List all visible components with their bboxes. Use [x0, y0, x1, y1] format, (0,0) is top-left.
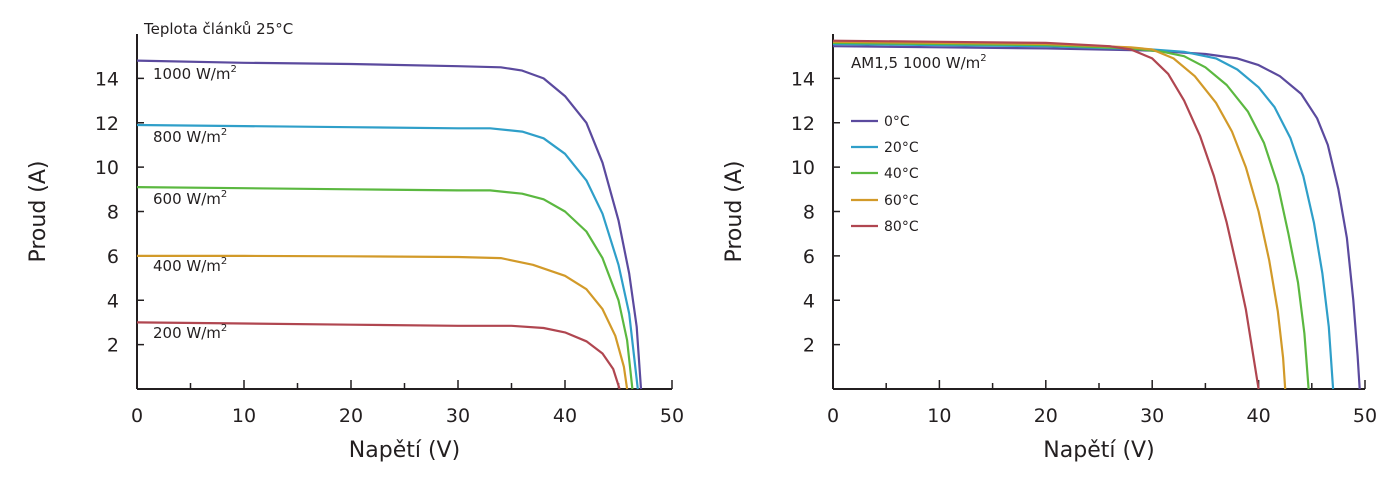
irradiance-label-1-text: 800 W/m	[153, 128, 221, 146]
irradiance-label-3-superscript: 2	[221, 256, 227, 267]
series-line-2	[136, 186, 634, 390]
y-axis-title: Proud (A)	[722, 160, 747, 262]
irradiance-label-4: 200 W/m2	[153, 323, 227, 342]
x-tick-label: 0	[131, 405, 143, 427]
legend-label: 80°C	[884, 219, 919, 235]
y-tick-label: 2	[107, 335, 119, 357]
y-tick-label: 4	[803, 290, 815, 312]
y-axis-title: Proud (A)	[26, 160, 51, 262]
x-tick-label: 40	[553, 405, 577, 427]
legend-label: 20°C	[884, 140, 919, 156]
legend-item-1: 20°C	[851, 140, 919, 156]
y-tick-label: 14	[95, 68, 119, 90]
legend-item-2: 40°C	[851, 166, 919, 182]
chart-irradiance: 0 10 20 30 40 50 2 4 6 8 10 12 14 Napětí (V) Proud (A)…	[26, 20, 684, 463]
x-tick-label: 10	[927, 405, 951, 427]
irradiance-label-0-superscript: 2	[230, 64, 236, 75]
x-tick-label: 30	[1140, 405, 1164, 427]
x-tick-label: 50	[660, 405, 684, 427]
irradiance-label-2-superscript: 2	[221, 189, 227, 200]
legend-label: 40°C	[884, 166, 919, 182]
chart-title: AM1,5 1000 W/m2	[851, 53, 987, 72]
series-line-2	[832, 41, 1310, 390]
y-tick-label: 4	[107, 290, 119, 312]
y-tick-label: 6	[803, 246, 815, 268]
irradiance-label-3-text: 400 W/m	[153, 257, 221, 275]
irradiance-label-1: 800 W/m2	[153, 127, 227, 146]
x-tick-label: 20	[1034, 405, 1058, 427]
irradiance-label-4-superscript: 2	[221, 323, 227, 334]
chart-temperature: 0 10 20 30 40 50 2 4 6 8 10 12 14 Napětí (V) Proud (A)…	[722, 34, 1377, 463]
y-tick-label: 10	[95, 157, 119, 179]
y-tick-label: 2	[803, 335, 815, 357]
series-line-1	[136, 123, 639, 390]
y-tick-label: 12	[791, 113, 815, 135]
y-tick-label: 14	[791, 68, 815, 90]
series-line-3	[137, 254, 629, 390]
x-tick-label: 20	[339, 405, 363, 427]
series-line-1	[832, 42, 1335, 390]
chart-title-superscript: 2	[980, 53, 986, 64]
legend-label: 0°C	[884, 114, 910, 130]
series-line-0	[136, 59, 643, 390]
legend-item-0: 0°C	[851, 114, 910, 130]
legend: 0°C 20°C 40°C 60°C 80°C	[851, 114, 919, 235]
y-tick-label: 12	[95, 113, 119, 135]
series-line-0	[832, 45, 1361, 390]
irradiance-label-4-text: 200 W/m	[153, 324, 221, 342]
series-line-3	[832, 40, 1287, 390]
x-tick-label: 40	[1247, 405, 1271, 427]
legend-item-4: 80°C	[851, 219, 919, 235]
irradiance-label-2-text: 600 W/m	[153, 190, 221, 208]
irradiance-label-0-text: 1000 W/m	[153, 65, 230, 83]
series-line-4	[136, 321, 621, 390]
legend-label: 60°C	[884, 193, 919, 209]
chart-title-text: AM1,5 1000 W/m	[851, 54, 980, 72]
y-tick-label: 8	[803, 202, 815, 224]
x-tick-label: 0	[827, 405, 839, 427]
irradiance-label-1-superscript: 2	[221, 127, 227, 138]
y-tick-label: 6	[107, 246, 119, 268]
x-tick-label: 50	[1353, 405, 1377, 427]
irradiance-label-3: 400 W/m2	[153, 256, 227, 275]
irradiance-label-2: 600 W/m2	[153, 189, 227, 208]
y-tick-label: 10	[791, 157, 815, 179]
chart-title: Teplota článků 25°C	[143, 20, 293, 38]
legend-item-3: 60°C	[851, 193, 919, 209]
series-line-4	[832, 39, 1260, 390]
x-tick-label: 30	[446, 405, 470, 427]
x-tick-label: 10	[232, 405, 256, 427]
irradiance-label-0: 1000 W/m2	[153, 64, 237, 83]
x-axis-title: Napětí (V)	[1043, 438, 1154, 463]
x-axis-title: Napětí (V)	[349, 438, 460, 463]
y-tick-label: 8	[107, 202, 119, 224]
